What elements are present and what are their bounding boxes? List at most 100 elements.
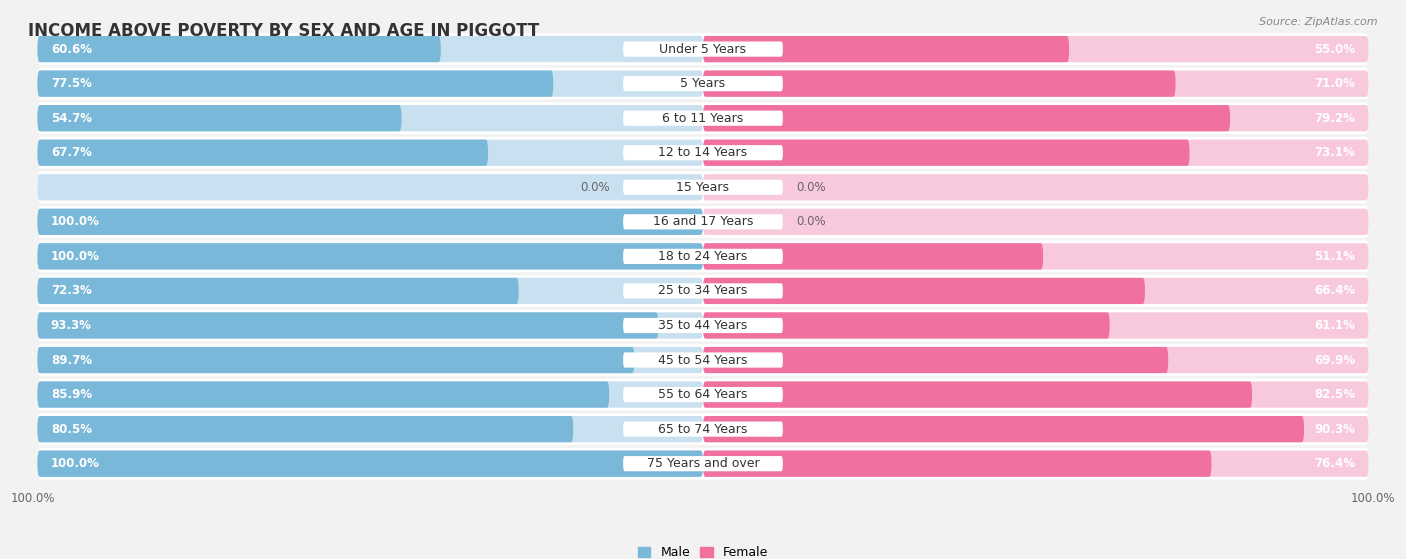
FancyBboxPatch shape bbox=[38, 206, 1368, 238]
Text: 75 Years and over: 75 Years and over bbox=[647, 457, 759, 470]
FancyBboxPatch shape bbox=[38, 381, 703, 408]
Text: 54.7%: 54.7% bbox=[51, 112, 91, 125]
FancyBboxPatch shape bbox=[623, 145, 783, 160]
Text: 0.0%: 0.0% bbox=[796, 215, 825, 228]
FancyBboxPatch shape bbox=[38, 448, 1368, 480]
FancyBboxPatch shape bbox=[38, 33, 1368, 65]
FancyBboxPatch shape bbox=[703, 347, 1168, 373]
FancyBboxPatch shape bbox=[623, 249, 783, 264]
Text: 0.0%: 0.0% bbox=[796, 181, 825, 194]
Text: 65 to 74 Years: 65 to 74 Years bbox=[658, 423, 748, 435]
FancyBboxPatch shape bbox=[38, 137, 1368, 169]
Text: 61.1%: 61.1% bbox=[1315, 319, 1355, 332]
FancyBboxPatch shape bbox=[38, 70, 553, 97]
Text: 25 to 34 Years: 25 to 34 Years bbox=[658, 285, 748, 297]
FancyBboxPatch shape bbox=[623, 179, 783, 195]
FancyBboxPatch shape bbox=[703, 381, 1368, 408]
Text: 69.9%: 69.9% bbox=[1315, 353, 1355, 367]
Text: 90.3%: 90.3% bbox=[1315, 423, 1355, 435]
Text: 80.5%: 80.5% bbox=[51, 423, 91, 435]
Text: 77.5%: 77.5% bbox=[51, 77, 91, 90]
FancyBboxPatch shape bbox=[703, 36, 1368, 62]
Text: 60.6%: 60.6% bbox=[51, 42, 91, 55]
FancyBboxPatch shape bbox=[38, 451, 703, 477]
Text: 51.1%: 51.1% bbox=[1315, 250, 1355, 263]
Text: 100.0%: 100.0% bbox=[51, 215, 100, 228]
FancyBboxPatch shape bbox=[38, 70, 703, 97]
FancyBboxPatch shape bbox=[38, 312, 703, 339]
Text: 100.0%: 100.0% bbox=[1351, 492, 1395, 505]
FancyBboxPatch shape bbox=[623, 387, 783, 402]
Text: 76.4%: 76.4% bbox=[1315, 457, 1355, 470]
Text: 0.0%: 0.0% bbox=[581, 181, 610, 194]
Text: INCOME ABOVE POVERTY BY SEX AND AGE IN PIGGOTT: INCOME ABOVE POVERTY BY SEX AND AGE IN P… bbox=[28, 22, 540, 40]
FancyBboxPatch shape bbox=[703, 70, 1368, 97]
Text: 67.7%: 67.7% bbox=[51, 146, 91, 159]
FancyBboxPatch shape bbox=[703, 140, 1368, 166]
FancyBboxPatch shape bbox=[623, 76, 783, 91]
Text: 55 to 64 Years: 55 to 64 Years bbox=[658, 388, 748, 401]
FancyBboxPatch shape bbox=[38, 278, 703, 304]
FancyBboxPatch shape bbox=[703, 140, 1189, 166]
Text: 93.3%: 93.3% bbox=[51, 319, 91, 332]
FancyBboxPatch shape bbox=[623, 421, 783, 437]
FancyBboxPatch shape bbox=[703, 312, 1368, 339]
FancyBboxPatch shape bbox=[38, 310, 1368, 342]
FancyBboxPatch shape bbox=[38, 243, 703, 269]
FancyBboxPatch shape bbox=[703, 209, 1368, 235]
FancyBboxPatch shape bbox=[703, 174, 1368, 201]
FancyBboxPatch shape bbox=[38, 275, 1368, 307]
FancyBboxPatch shape bbox=[38, 347, 703, 373]
FancyBboxPatch shape bbox=[623, 214, 783, 229]
Text: 18 to 24 Years: 18 to 24 Years bbox=[658, 250, 748, 263]
Text: 82.5%: 82.5% bbox=[1315, 388, 1355, 401]
FancyBboxPatch shape bbox=[703, 416, 1303, 442]
FancyBboxPatch shape bbox=[38, 416, 703, 442]
Text: 35 to 44 Years: 35 to 44 Years bbox=[658, 319, 748, 332]
FancyBboxPatch shape bbox=[623, 456, 783, 471]
FancyBboxPatch shape bbox=[703, 243, 1368, 269]
FancyBboxPatch shape bbox=[703, 243, 1043, 269]
Text: 79.2%: 79.2% bbox=[1315, 112, 1355, 125]
FancyBboxPatch shape bbox=[38, 344, 1368, 376]
FancyBboxPatch shape bbox=[38, 105, 402, 131]
Text: 72.3%: 72.3% bbox=[51, 285, 91, 297]
Text: 66.4%: 66.4% bbox=[1315, 285, 1355, 297]
Text: 100.0%: 100.0% bbox=[51, 250, 100, 263]
FancyBboxPatch shape bbox=[703, 278, 1144, 304]
FancyBboxPatch shape bbox=[703, 347, 1368, 373]
FancyBboxPatch shape bbox=[38, 172, 1368, 203]
Text: Under 5 Years: Under 5 Years bbox=[659, 42, 747, 55]
Text: 16 and 17 Years: 16 and 17 Years bbox=[652, 215, 754, 228]
Legend: Male, Female: Male, Female bbox=[633, 541, 773, 559]
Text: 73.1%: 73.1% bbox=[1315, 146, 1355, 159]
FancyBboxPatch shape bbox=[38, 209, 703, 235]
Text: 45 to 54 Years: 45 to 54 Years bbox=[658, 353, 748, 367]
FancyBboxPatch shape bbox=[38, 140, 488, 166]
FancyBboxPatch shape bbox=[703, 416, 1368, 442]
Text: Source: ZipAtlas.com: Source: ZipAtlas.com bbox=[1260, 17, 1378, 27]
FancyBboxPatch shape bbox=[38, 36, 440, 62]
Text: 85.9%: 85.9% bbox=[51, 388, 91, 401]
FancyBboxPatch shape bbox=[38, 378, 1368, 410]
Text: 89.7%: 89.7% bbox=[51, 353, 91, 367]
FancyBboxPatch shape bbox=[38, 347, 634, 373]
FancyBboxPatch shape bbox=[703, 451, 1368, 477]
Text: 100.0%: 100.0% bbox=[11, 492, 55, 505]
Text: 15 Years: 15 Years bbox=[676, 181, 730, 194]
FancyBboxPatch shape bbox=[623, 318, 783, 333]
FancyBboxPatch shape bbox=[38, 451, 703, 477]
FancyBboxPatch shape bbox=[38, 102, 1368, 134]
Text: 5 Years: 5 Years bbox=[681, 77, 725, 90]
Text: 71.0%: 71.0% bbox=[1315, 77, 1355, 90]
FancyBboxPatch shape bbox=[703, 105, 1368, 131]
FancyBboxPatch shape bbox=[38, 174, 703, 201]
FancyBboxPatch shape bbox=[38, 140, 703, 166]
FancyBboxPatch shape bbox=[38, 36, 703, 62]
FancyBboxPatch shape bbox=[623, 111, 783, 126]
FancyBboxPatch shape bbox=[703, 451, 1212, 477]
FancyBboxPatch shape bbox=[623, 283, 783, 299]
FancyBboxPatch shape bbox=[703, 312, 1109, 339]
FancyBboxPatch shape bbox=[38, 240, 1368, 272]
FancyBboxPatch shape bbox=[703, 70, 1175, 97]
